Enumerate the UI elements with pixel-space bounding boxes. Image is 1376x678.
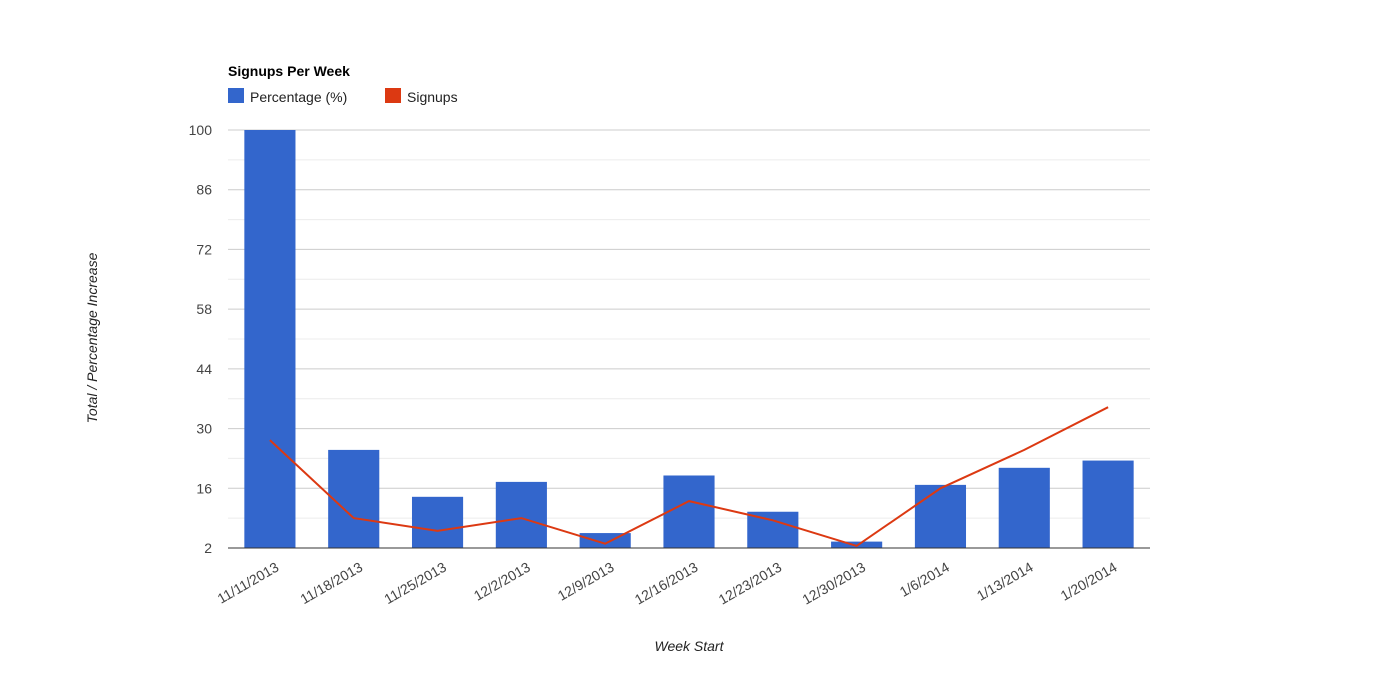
x-tick-label: 1/20/2014 [1058,559,1120,604]
y-tick-label: 16 [196,480,212,496]
legend-swatch-percentage [228,88,244,103]
y-tick-label: 2 [204,540,212,556]
x-tick-label: 12/23/2013 [716,559,785,608]
legend: Percentage (%) Signups [228,88,458,105]
x-tick-label: 11/11/2013 [215,559,282,607]
x-tick-label: 11/25/2013 [381,559,449,607]
legend-swatch-signups [385,88,401,103]
bar-1/6/2014 [914,484,967,548]
x-tick-label: 12/30/2013 [799,559,868,608]
bar-1/20/2014 [1082,460,1134,548]
bar-12/2/2013 [495,481,547,548]
y-tick-label: 86 [196,182,212,198]
x-tick-label: 12/2/2013 [471,559,533,604]
x-tick-label: 1/6/2014 [897,559,952,600]
legend-label-percentage: Percentage (%) [250,89,347,105]
x-tick-label: 12/9/2013 [555,559,617,604]
y-tick-label: 30 [196,421,212,437]
x-axis-ticks: 11/11/2013 11/18/2013 11/25/2013 12/2/2013 1… [215,559,1120,608]
y-tick-label: 58 [196,301,212,317]
legend-label-signups: Signups [407,89,458,105]
signups-series-line [269,406,1109,547]
x-tick-label: 11/18/2013 [297,559,365,607]
y-axis-ticks: 2 16 30 44 58 72 86 100 [189,122,213,556]
chart-title: Signups Per Week [228,63,350,79]
x-axis-title: Week Start [655,638,725,654]
bar-12/16/2013 [663,475,715,548]
bars [244,130,1134,548]
x-tick-label: 12/16/2013 [632,559,701,608]
y-axis-title: Total / Percentage Increase [84,252,100,423]
x-tick-label: 1/13/2014 [974,559,1036,604]
bar-1/13/2014 [998,467,1050,548]
gridlines [228,129,1150,549]
bar-11/25/2013 [411,496,464,548]
signups-line [269,406,1109,547]
y-tick-label: 100 [189,122,213,138]
bar-11/18/2013 [328,449,380,548]
bar-12/23/2013 [747,511,799,548]
y-tick-label: 44 [196,361,212,377]
y-tick-label: 72 [196,241,212,257]
bar-11/11/2013 [244,130,296,548]
